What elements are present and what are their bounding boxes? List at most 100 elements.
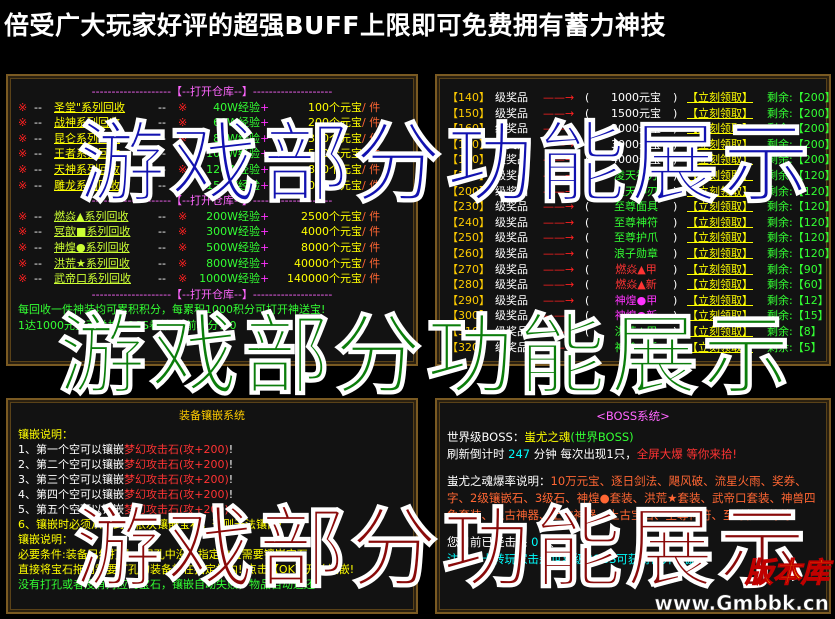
text: 您目前已经击杀 <box>447 535 532 549</box>
link[interactable]: 【立刻领取】 <box>687 246 753 260</box>
link[interactable]: 【立刻领取】 <box>687 293 753 307</box>
row: ※ -- 燃焱▲系列回收 -- ※ 200W经验 +2500个元宝 / 件 <box>18 209 406 225</box>
text: ! <box>228 443 234 456</box>
watermark: 游戏部分功能展示 <box>73 497 811 600</box>
text: 凌天神刃 <box>614 168 658 182</box>
row: 【300】 级奖品 ——→ (神煌●新) 【立刻领取】 剩余:【15】 <box>447 308 829 324</box>
text: ( <box>585 215 590 229</box>
link[interactable]: 【立刻领取】 <box>687 215 753 229</box>
text: 至尊面具 <box>614 200 658 214</box>
text: 1000元宝 <box>611 91 661 104</box>
text: 剩余:【120】 <box>767 168 831 182</box>
text: -- <box>34 100 42 114</box>
text: ——→ <box>543 309 575 323</box>
text: 0 <box>531 535 539 549</box>
text: / 件 <box>362 178 381 192</box>
inlay-panel: 装备镶嵌系统 镶嵌说明： 1、第一个空可以镶嵌梦幻攻击石(攻+200)! 2、第二个空… <box>6 398 418 614</box>
text: 【280】 <box>447 278 490 292</box>
link[interactable]: 【立刻领取】 <box>687 278 753 292</box>
link[interactable]: 【立刻领取】 <box>687 91 753 104</box>
text: 刷新倒计时 <box>447 447 509 461</box>
link[interactable]: 【立刻领取】 <box>687 184 753 198</box>
text: ——→ <box>543 200 575 214</box>
row: 每回收一件神装均可累积积分，每累积1000积分可打开神送宝! <box>18 302 406 318</box>
text: ——→ <box>543 122 575 136</box>
text: -- <box>158 178 166 192</box>
link[interactable]: 【立刻领取】 <box>687 137 753 151</box>
logo: 版本库 www.Gmbbk.cn <box>654 551 829 616</box>
text: 4000个元宝 <box>301 225 362 239</box>
text: 天神系列回收 <box>54 162 120 176</box>
text: 分钟 每次出现1只， <box>530 447 637 461</box>
text: ! <box>228 503 234 516</box>
text: 【240】 <box>447 215 490 229</box>
text: 剩余:【8】 <box>767 324 822 338</box>
row: 【310】 级奖品 ——→ (洪荒★甲) 【立刻领取】 剩余:【8】 <box>447 324 822 340</box>
text: 圣堂"系列回收 <box>54 100 126 114</box>
text: -- <box>34 116 42 130</box>
row: 【240】 级奖品 ——→ (至尊神符) 【立刻领取】 剩余:【120】 <box>447 215 829 231</box>
row: 1达1000元宝可兑换BOSS卷轴 当前积分：0 <box>18 318 406 334</box>
text: ——→ <box>543 324 575 338</box>
text: -- <box>34 131 42 145</box>
text: + <box>260 240 270 254</box>
text: 破天神刃 <box>614 184 658 198</box>
link[interactable]: 【立刻领取】 <box>687 340 753 354</box>
row: 【170】 级奖品 ——→ (3000元宝) 【立刻领取】 剩余:【200】 <box>447 137 829 153</box>
text: 【230】 <box>447 200 490 214</box>
text: ( <box>585 293 590 307</box>
text: + <box>260 256 270 270</box>
text: 注意：十转玩家击杀世界级BOSS可获得额外奖励! <box>447 552 702 566</box>
text: ( <box>585 137 590 151</box>
link[interactable]: 【立刻领取】 <box>687 122 753 136</box>
text: 梦幻攻击石(攻+200) <box>124 443 229 456</box>
text: -- <box>34 240 42 254</box>
text: ) <box>673 340 678 354</box>
text: ※ <box>178 225 188 239</box>
text: 300W经验 <box>206 225 260 239</box>
text: 100W经验 <box>206 147 260 161</box>
text: ——→ <box>543 262 575 276</box>
link[interactable]: 【立刻领取】 <box>687 262 753 276</box>
text: / 件 <box>362 162 381 176</box>
link[interactable]: 【立刻领取】 <box>687 324 753 338</box>
text: ——→ <box>543 184 575 198</box>
link[interactable]: 【立刻领取】 <box>687 309 753 323</box>
text: / 件 <box>362 240 381 254</box>
panel-title: 装备镶嵌系统 <box>179 409 245 422</box>
text: 80W经验 <box>213 131 260 145</box>
text: 800个元宝 <box>308 162 362 176</box>
text: ( <box>585 122 590 136</box>
link[interactable]: --------------------【--打开仓库--】----------… <box>91 287 333 301</box>
text: ) <box>673 137 678 151</box>
text: ※ <box>18 272 28 286</box>
row: ※ -- 王者系列回收 -- ※ 100W经验 +500个元宝 / 件 <box>18 146 406 162</box>
link[interactable]: 【立刻领取】 <box>687 168 753 182</box>
link[interactable]: --------------------【--打开仓库--】----------… <box>91 85 333 98</box>
row: 【280】 级奖品 ——→ (燃焱▲新) 【立刻领取】 剩余:【60】 <box>447 277 829 293</box>
text: ! <box>228 488 234 501</box>
text: -- <box>158 225 166 239</box>
text: 3、第三个空可以镶嵌 <box>18 473 124 486</box>
link[interactable]: 【立刻领取】 <box>687 153 753 167</box>
link[interactable]: 【立刻领取】 <box>687 106 753 120</box>
text: ——→ <box>543 278 575 292</box>
text: 级奖品 <box>495 168 528 182</box>
text: 洪荒★系列回收 <box>54 256 130 270</box>
text: 梦幻攻击石(攻+200) <box>124 458 229 471</box>
text: 梦幻攻击石(攻+200) <box>124 488 229 501</box>
link[interactable]: 【立刻领取】 <box>687 200 753 214</box>
text: ——→ <box>543 293 575 307</box>
text: ) <box>673 106 678 120</box>
row: 蚩尤之魂爆率说明：10万元宝、逐日剑法、飓风破、流星火雨、奖券、字、2级镶嵌石、… <box>447 473 819 524</box>
text: ※ <box>18 116 28 130</box>
link[interactable]: 【立刻领取】 <box>687 231 753 245</box>
text: 剩余:【200】 <box>767 137 831 151</box>
text: -- <box>34 209 42 223</box>
text: 140000个元宝 <box>287 272 362 286</box>
text: 级奖品 <box>495 293 528 307</box>
text: ) <box>673 122 678 136</box>
link[interactable]: --------------------【--打开仓库--】----------… <box>91 194 333 208</box>
text: 【320】 <box>447 340 490 354</box>
text: 剩余:【90】 <box>767 262 829 276</box>
